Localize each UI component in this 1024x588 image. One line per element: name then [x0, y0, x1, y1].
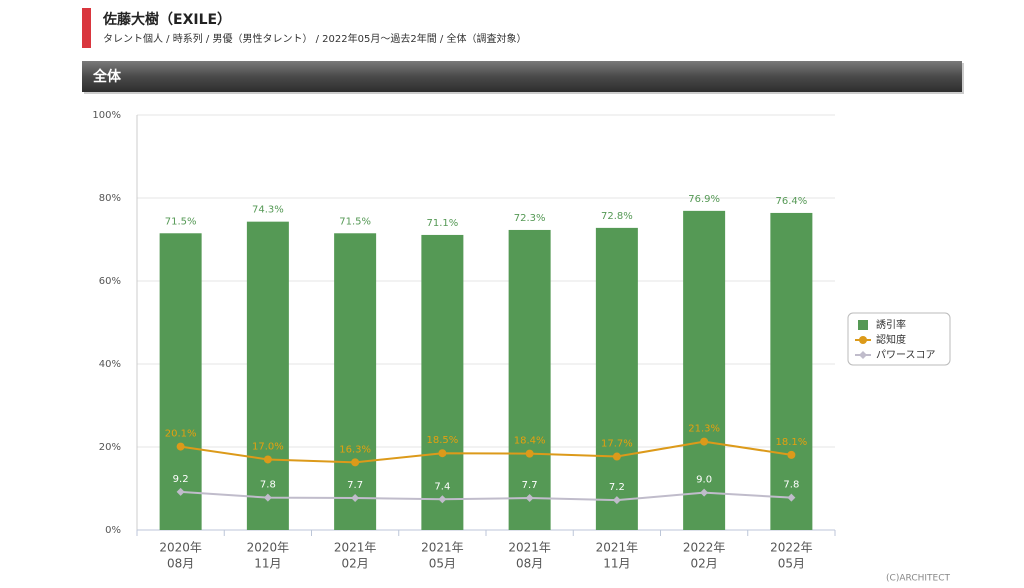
y-tick-label: 80% — [99, 193, 121, 204]
y-tick-label: 0% — [105, 525, 121, 536]
value-label: 9.2 — [173, 474, 189, 485]
marker — [612, 452, 621, 461]
value-label: 76.4% — [775, 196, 807, 207]
value-label: 72.8% — [601, 211, 633, 222]
x-tick-label: 2022年 — [683, 541, 726, 555]
x-tick-label: 02月 — [690, 557, 717, 571]
legend-label: 認知度 — [876, 333, 906, 346]
marker — [438, 495, 447, 504]
x-tick-label: 05月 — [429, 557, 456, 571]
legend-marker — [859, 336, 867, 344]
bar — [595, 227, 638, 530]
title-marker — [82, 8, 91, 48]
value-label: 72.3% — [514, 213, 546, 224]
y-tick-label: 20% — [99, 442, 121, 453]
legend-swatch — [858, 320, 868, 330]
legend-label: パワースコア — [876, 349, 936, 361]
marker — [612, 496, 621, 505]
y-tick-label: 40% — [99, 359, 121, 370]
bar — [683, 210, 726, 531]
x-tick-label: 2020年 — [159, 541, 202, 555]
x-tick-label: 2020年 — [247, 541, 290, 555]
value-label: 7.8 — [783, 480, 799, 491]
value-label: 7.7 — [347, 480, 363, 491]
x-tick-label: 2021年 — [334, 541, 377, 555]
marker — [351, 458, 360, 467]
value-label: 71.5% — [165, 216, 197, 227]
line — [180, 440, 792, 464]
marker — [263, 493, 272, 502]
bar — [159, 233, 202, 530]
marker — [700, 437, 709, 446]
y-tick-label: 60% — [99, 276, 121, 287]
marker — [787, 450, 796, 459]
value-label: 7.8 — [260, 480, 276, 491]
marker — [263, 455, 272, 464]
bar — [508, 229, 551, 530]
marker — [700, 488, 709, 497]
value-label: 17.0% — [252, 441, 284, 452]
marker — [438, 449, 447, 458]
value-label: 21.3% — [688, 424, 720, 435]
bar — [770, 212, 813, 530]
marker — [176, 487, 185, 496]
line — [180, 490, 792, 502]
section-bar — [82, 61, 962, 92]
marker — [525, 494, 534, 503]
value-label: 71.1% — [426, 218, 458, 229]
value-label: 18.5% — [426, 435, 458, 446]
legend-box — [847, 312, 951, 366]
legend-marker — [859, 351, 867, 359]
page-title: 佐藤大樹（EXILE） — [102, 11, 231, 28]
value-label: 9.0 — [696, 475, 712, 486]
marker — [525, 449, 534, 458]
y-tick-label: 100% — [92, 110, 121, 121]
x-tick-label: 2021年 — [421, 541, 464, 555]
marker — [787, 493, 796, 502]
x-tick-label: 02月 — [341, 557, 368, 571]
value-label: 7.4 — [434, 481, 450, 492]
x-tick-label: 05月 — [778, 557, 805, 571]
bar — [421, 234, 464, 530]
bar — [334, 233, 377, 530]
page-subtitle: タレント個人 / 時系列 / 男優（男性タレント） / 2022年05月〜過去2… — [103, 32, 526, 45]
value-label: 18.4% — [514, 436, 546, 447]
value-label: 71.5% — [339, 216, 371, 227]
x-tick-label: 2022年 — [770, 541, 813, 555]
x-tick-label: 2021年 — [596, 541, 639, 555]
marker — [351, 494, 360, 503]
x-tick-label: 11月 — [254, 557, 281, 571]
value-label: 7.7 — [522, 480, 538, 491]
x-tick-label: 2021年 — [508, 541, 551, 555]
value-label: 74.3% — [252, 205, 284, 216]
x-tick-label: 08月 — [516, 557, 543, 571]
value-label: 18.1% — [775, 437, 807, 448]
marker — [176, 442, 185, 451]
value-label: 20.1% — [165, 429, 197, 440]
value-label: 17.7% — [601, 439, 633, 450]
legend-label: 誘引率 — [876, 318, 906, 331]
bar — [246, 221, 289, 530]
copyright: (C)ARCHITECT — [886, 574, 950, 584]
section-title: 全体 — [92, 68, 122, 85]
x-tick-label: 08月 — [167, 557, 194, 571]
value-label: 16.3% — [339, 444, 371, 455]
value-label: 7.2 — [609, 482, 625, 493]
x-tick-label: 11月 — [603, 557, 630, 571]
value-label: 76.9% — [688, 194, 720, 205]
